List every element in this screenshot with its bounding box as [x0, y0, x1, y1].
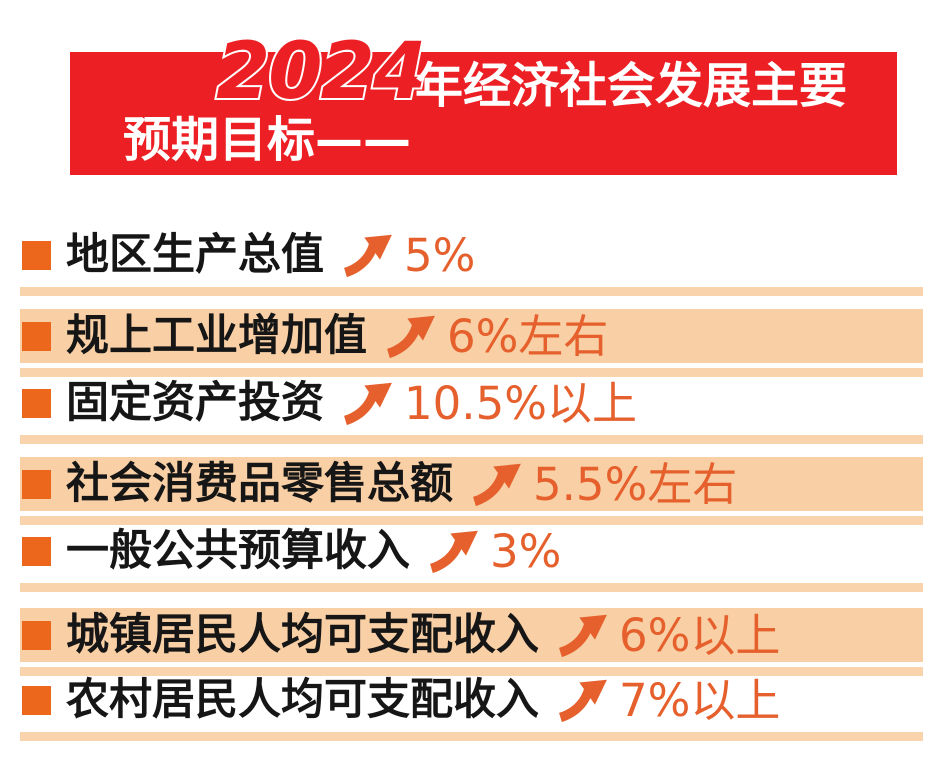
target-row: 农村居民人均可支配收入 7%以上 [20, 673, 923, 741]
up-arrow-icon [342, 380, 394, 426]
row-underline [20, 516, 923, 525]
up-arrow-icon [557, 677, 609, 723]
bullet-square-icon [22, 536, 51, 566]
target-value: 7%以上 [619, 673, 781, 727]
target-label: 地区生产总值 [66, 229, 324, 280]
target-row: 社会消费品零售总额 5.5%左右 [20, 457, 923, 525]
target-row-bar: 固定资产投资 10.5%以上 [20, 376, 923, 430]
bullet-square-icon [22, 685, 51, 715]
row-underline [20, 368, 923, 377]
target-value: 6%以上 [619, 608, 781, 662]
row-underline [20, 287, 923, 296]
target-label: 社会消费品零售总额 [66, 458, 453, 509]
row-underline [20, 435, 923, 444]
target-row-bar: 规上工业增加值 6%左右 [20, 309, 923, 363]
bullet-square-icon [22, 240, 51, 270]
target-row: 固定资产投资 10.5%以上 [20, 376, 923, 444]
row-underline [20, 667, 923, 676]
target-value: 10.5%以上 [404, 376, 637, 430]
header-title-line1: 年经济社会发展主要 [415, 58, 848, 114]
target-value: 3% [490, 524, 562, 578]
target-row-bar: 社会消费品零售总额 5.5%左右 [20, 457, 923, 511]
target-label: 农村居民人均可支配收入 [66, 674, 539, 725]
bullet-square-icon [22, 469, 51, 499]
target-label: 规上工业增加值 [66, 310, 367, 361]
target-row-bar: 地区生产总值 5% [20, 228, 923, 282]
row-underline [20, 583, 923, 592]
target-row: 一般公共预算收入 3% [20, 524, 923, 592]
row-underline [20, 732, 923, 741]
target-row-bar: 城镇居民人均可支配收入 6%以上 [20, 608, 923, 662]
year-highlight: 2024 [214, 27, 429, 117]
up-arrow-icon [385, 313, 437, 359]
target-row: 地区生产总值 5% [20, 228, 923, 296]
target-label: 城镇居民人均可支配收入 [66, 609, 539, 660]
up-arrow-icon [557, 612, 609, 658]
target-row: 规上工业增加值 6%左右 [20, 309, 923, 377]
target-value: 6%左右 [447, 309, 609, 363]
bullet-square-icon [22, 388, 51, 418]
up-arrow-icon [471, 461, 523, 507]
target-label: 固定资产投资 [66, 377, 324, 428]
target-row-bar: 一般公共预算收入 3% [20, 524, 923, 578]
up-arrow-icon [428, 528, 480, 574]
target-value: 5.5%左右 [533, 457, 738, 511]
header-banner: 2024 年经济社会发展主要 预期目标—— [70, 31, 897, 175]
target-label: 一般公共预算收入 [66, 525, 410, 576]
target-value: 5% [404, 228, 476, 282]
target-row-bar: 农村居民人均可支配收入 7%以上 [20, 673, 923, 727]
header-title-line2: 预期目标—— [123, 112, 412, 168]
up-arrow-icon [342, 232, 394, 278]
bullet-square-icon [22, 620, 51, 650]
bullet-square-icon [22, 321, 51, 351]
target-row: 城镇居民人均可支配收入 6%以上 [20, 608, 923, 676]
